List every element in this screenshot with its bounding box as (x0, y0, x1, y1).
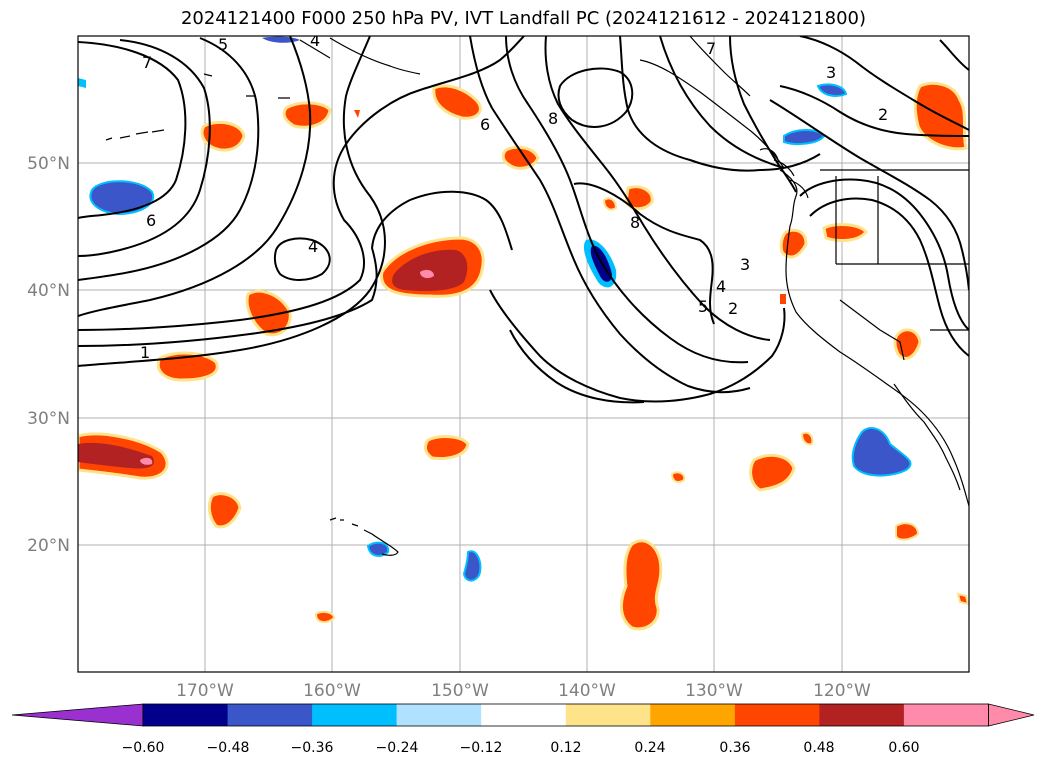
colorbar-segment (565, 704, 651, 726)
lon-label: 170°W (176, 681, 234, 701)
colorbar-tick-label: 0.36 (719, 740, 750, 756)
colorbar-segment (819, 704, 905, 726)
colorbar-tick-label: −0.36 (291, 740, 334, 756)
colorbar-segment (650, 704, 736, 726)
contour-label: 2 (878, 105, 888, 124)
colorbar-segment (903, 704, 989, 726)
lon-label: 160°W (303, 681, 361, 701)
colorbar-tick-label: 0.24 (634, 740, 665, 756)
lat-label: 40°N (27, 281, 70, 301)
contour-label: 8 (630, 213, 640, 232)
colorbar-extend-low (11, 703, 144, 727)
colorbar-tick-label: 0.60 (888, 740, 919, 756)
contour-label: 6 (146, 211, 156, 230)
lon-label: 150°W (431, 681, 489, 701)
colorbar-segment (481, 704, 567, 726)
contour-label: 2 (728, 299, 738, 318)
colorbar-extend-high (988, 703, 1035, 727)
colorbar-tick-label: −0.24 (376, 740, 419, 756)
colorbar-segment (396, 704, 482, 726)
contour-label: 7 (142, 53, 152, 72)
colorbar-tick-label: −0.60 (122, 740, 165, 756)
lon-label: 140°W (558, 681, 616, 701)
longitude-labels: 170°W 160°W 150°W 140°W 130°W 120°W (176, 681, 871, 701)
colorbar-ticks: −0.60 −0.48 −0.36 −0.24 −0.12 0.12 0.24 … (122, 740, 920, 756)
colorbar-segment (143, 704, 228, 726)
contour-label: 8 (548, 109, 558, 128)
positive-anomaly-areas (78, 81, 969, 631)
contour-label: 3 (826, 63, 836, 82)
map-frame (77, 35, 970, 673)
figure-title: 2024121400 F000 250 hPa PV, IVT Landfall… (180, 8, 867, 29)
contour-label: 5 (698, 297, 708, 316)
latitude-labels: 50°N 40°N 30°N 20°N (27, 154, 70, 556)
lat-label: 30°N (27, 409, 70, 429)
colorbar-tick-label: −0.48 (207, 740, 250, 756)
colorbar-tick-label: −0.12 (460, 740, 503, 756)
contour-label: 3 (740, 255, 750, 274)
colorbar-border (142, 703, 989, 727)
colorbar-tick-label: 0.48 (803, 740, 834, 756)
colorbar-segments (11, 703, 1035, 727)
pv-contours (78, 36, 969, 404)
lat-label: 50°N (27, 154, 70, 174)
contour-labels: 7 5 4 6 8 6 4 1 3 2 5 4 3 2 7 8 6 (140, 31, 888, 362)
contour-label: 4 (310, 31, 320, 50)
contour-label: 7 (706, 39, 716, 58)
lon-label: 120°W (813, 681, 871, 701)
contour-label: 1 (140, 343, 150, 362)
contour-label: 4 (716, 277, 726, 296)
colorbar-segment (734, 704, 820, 726)
contour-label: 4 (308, 237, 318, 256)
colorbar: −0.60 −0.48 −0.36 −0.24 −0.12 0.12 0.24 … (11, 703, 1035, 756)
lat-label: 20°N (27, 536, 70, 556)
contour-label: 5 (218, 35, 228, 54)
colorbar-tick-label: 0.12 (550, 740, 581, 756)
colorbar-segment (312, 704, 398, 726)
lon-label: 130°W (685, 681, 743, 701)
contour-label: 6 (480, 115, 490, 134)
colorbar-segment (227, 704, 313, 726)
negative-anomaly-areas (78, 36, 912, 582)
